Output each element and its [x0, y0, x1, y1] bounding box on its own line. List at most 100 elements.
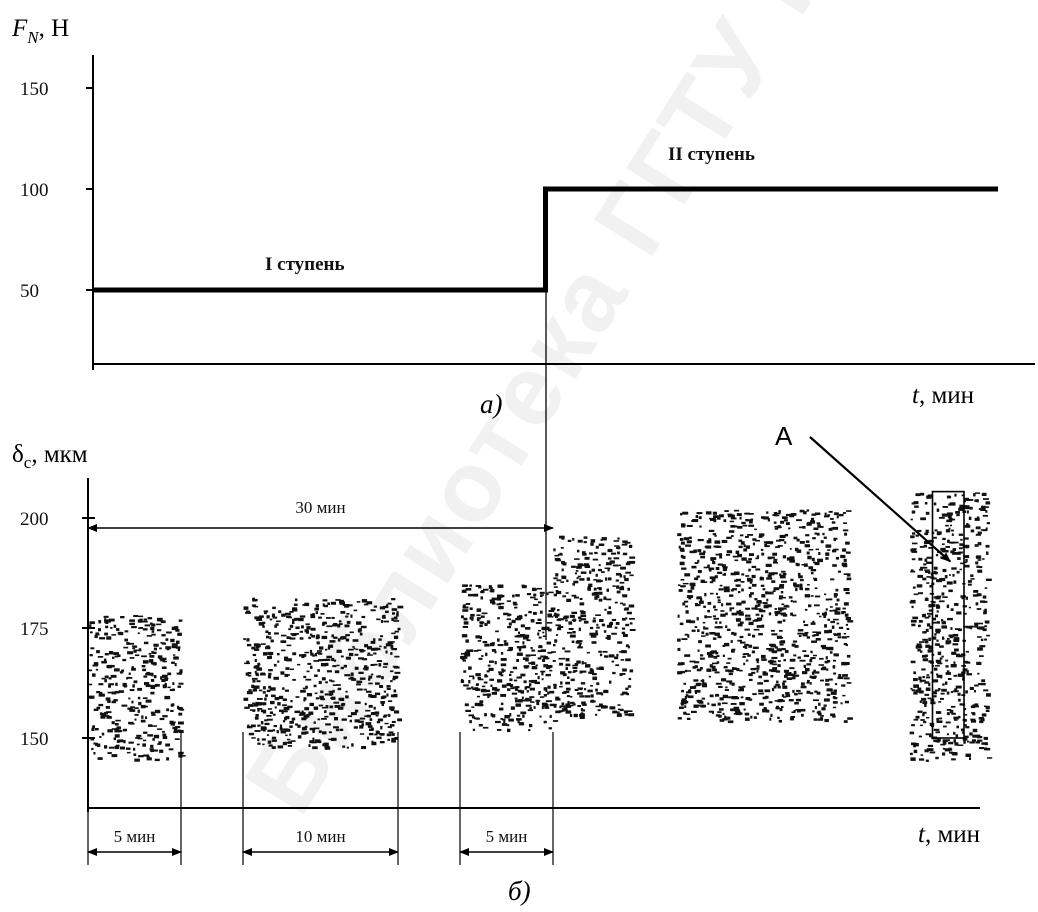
scatter-point — [934, 689, 940, 692]
scatter-point — [559, 706, 562, 709]
scatter-point — [264, 722, 270, 726]
scatter-point — [953, 731, 956, 735]
scatter-point — [389, 706, 395, 710]
scatter-point — [922, 658, 929, 662]
scatter-point — [741, 573, 745, 576]
scatter-point — [715, 652, 719, 655]
scatter-point — [974, 622, 979, 626]
scatter-point — [126, 677, 128, 680]
scatter-point — [515, 617, 521, 621]
scatter-point — [383, 690, 386, 693]
scatter-point — [262, 710, 267, 714]
scatter-point — [957, 673, 964, 677]
scatter-point — [954, 628, 960, 630]
scatter-point — [832, 701, 838, 704]
scatter-point — [813, 577, 817, 580]
scatter-point — [313, 660, 319, 662]
scatter-point — [596, 579, 601, 583]
scatter-point — [277, 660, 280, 663]
scatter-point — [738, 712, 743, 715]
scatter-point — [727, 657, 732, 660]
scatter-point — [961, 494, 965, 497]
scatter-point — [133, 680, 138, 684]
scatter-point — [715, 714, 721, 717]
scatter-point — [922, 701, 928, 705]
scatter-point — [589, 668, 593, 671]
scatter-point — [129, 622, 135, 626]
scatter-point — [926, 495, 932, 499]
scatter-point — [134, 707, 139, 709]
scatter-point — [835, 603, 838, 606]
scatter-point — [526, 639, 531, 642]
scatter-point — [978, 566, 983, 569]
scatter-point — [798, 526, 805, 529]
scatter-point — [363, 688, 367, 691]
scatter-point — [147, 734, 153, 737]
scatter-point — [162, 730, 165, 733]
scatter-point — [706, 668, 712, 672]
scatter-point — [785, 522, 790, 525]
scatter-point — [596, 682, 600, 686]
scatter-point — [940, 692, 945, 695]
scatter-point — [820, 715, 824, 717]
scatter-point — [741, 588, 744, 592]
scatter-point — [523, 665, 530, 668]
scatter-point — [357, 629, 361, 633]
scatter-point — [555, 710, 561, 714]
scatter-point — [929, 734, 932, 738]
scatter-point — [595, 614, 601, 616]
scatter-point — [766, 648, 772, 650]
scatter-point — [785, 692, 790, 695]
scatter-point — [174, 738, 180, 740]
scatter-point — [273, 663, 277, 667]
scatter-point — [841, 611, 844, 615]
scatter-point — [750, 518, 754, 521]
scatter-point — [593, 617, 596, 620]
scatter-point — [934, 571, 938, 575]
scatter-point — [533, 706, 536, 709]
scatter-point — [609, 560, 615, 564]
scatter-point — [475, 585, 481, 587]
scatter-point — [478, 586, 482, 589]
scatter-point — [365, 723, 371, 726]
scatter-point — [565, 592, 569, 594]
scatter-point — [397, 627, 401, 631]
scatter-point — [520, 722, 523, 725]
scatter-point — [334, 717, 338, 721]
scatter-point — [951, 712, 956, 715]
scatter-point — [135, 649, 142, 652]
scatter-point — [736, 585, 740, 587]
scatter-point — [487, 695, 490, 699]
scatter-point — [563, 657, 566, 660]
scatter-point — [93, 662, 99, 666]
scatter-point — [922, 711, 927, 714]
scatter-point — [677, 638, 681, 642]
scatter-point — [158, 741, 162, 744]
scatter-point — [800, 708, 806, 712]
scatter-band — [460, 584, 559, 733]
scatter-point — [266, 734, 270, 736]
scatter-point — [695, 515, 699, 518]
scatter-point — [553, 683, 557, 686]
scatter-point — [561, 568, 564, 572]
scatter-point — [796, 563, 800, 567]
scatter-point — [952, 643, 959, 646]
scatter-point — [383, 620, 389, 623]
scatter-point — [114, 668, 120, 672]
scatter-point — [509, 678, 513, 682]
scatter-point — [364, 603, 369, 606]
scatter-point — [910, 535, 915, 539]
scatter-point — [530, 647, 533, 650]
scatter-point — [263, 727, 267, 730]
scatter-point — [749, 678, 753, 681]
scatter-point — [915, 715, 920, 719]
scatter-point — [106, 716, 112, 719]
scatter-point — [167, 672, 172, 676]
scatter-point — [382, 605, 389, 609]
scatter-point — [970, 718, 976, 721]
scatter-point — [950, 529, 954, 532]
scatter-point — [726, 554, 731, 556]
scatter-point — [806, 551, 810, 555]
scatter-point — [692, 666, 697, 669]
scatter-point — [701, 697, 705, 700]
